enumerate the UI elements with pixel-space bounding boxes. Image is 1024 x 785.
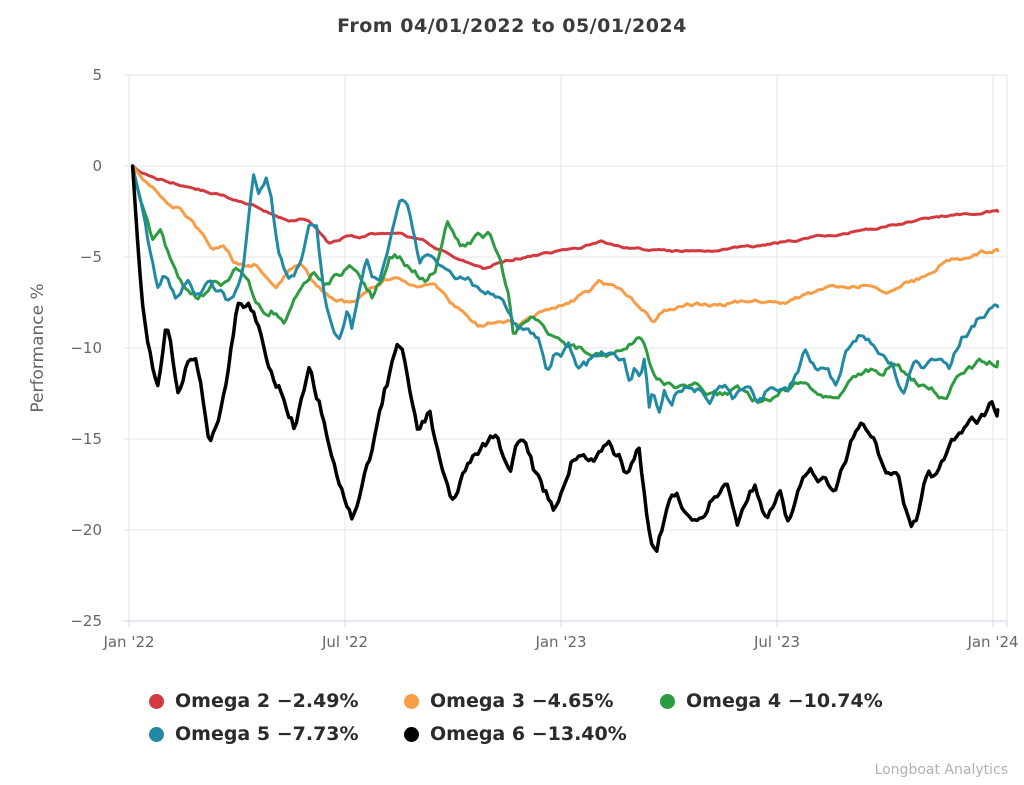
legend-item-omega-4[interactable]: Omega 4 −10.74% xyxy=(660,688,883,714)
legend-marker-icon xyxy=(404,693,419,709)
series-line-omega-2[interactable] xyxy=(131,164,1000,270)
y-axis-label: 5 xyxy=(92,66,102,84)
legend-label: Omega 2 −2.49% xyxy=(175,690,359,712)
legend-item-omega-3[interactable]: Omega 3 −4.65% xyxy=(404,688,614,714)
chart-title: From 04/01/2022 to 05/01/2024 xyxy=(337,15,687,37)
legend-label: Omega 4 −10.74% xyxy=(686,690,883,712)
y-axis-label: −10 xyxy=(70,339,102,357)
legend-label: Omega 5 −7.73% xyxy=(175,723,359,745)
y-axis-label: −15 xyxy=(70,430,102,448)
legend-marker-icon xyxy=(149,693,164,709)
legend-item-omega-6[interactable]: Omega 6 −13.40% xyxy=(404,721,627,747)
x-axis-label: Jul '22 xyxy=(321,633,368,651)
y-axis-label: −25 xyxy=(70,612,102,630)
legend-item-omega-2[interactable]: Omega 2 −2.49% xyxy=(149,688,359,714)
credits-link[interactable]: Longboat Analytics xyxy=(874,762,1008,778)
legend-marker-icon xyxy=(149,726,164,742)
legend-label: Omega 3 −4.65% xyxy=(430,690,614,712)
series-line-omega-5[interactable] xyxy=(131,164,1000,414)
legend-label: Omega 6 −13.40% xyxy=(430,723,627,745)
y-axis-label: −5 xyxy=(80,248,102,266)
series-line-omega-6[interactable] xyxy=(130,164,1000,553)
series-line-omega-3[interactable] xyxy=(131,164,1000,328)
x-axis-label: Jan '22 xyxy=(102,633,154,651)
legend-marker-icon xyxy=(404,726,419,742)
y-axis-label: −20 xyxy=(70,521,102,539)
legend-marker-icon xyxy=(660,693,675,709)
y-axis-label: 0 xyxy=(92,157,102,175)
x-axis-label: Jan '23 xyxy=(534,633,586,651)
x-axis-label: Jan '24 xyxy=(966,633,1018,651)
legend-item-omega-5[interactable]: Omega 5 −7.73% xyxy=(149,721,359,747)
x-axis-label: Jul '23 xyxy=(753,633,800,651)
